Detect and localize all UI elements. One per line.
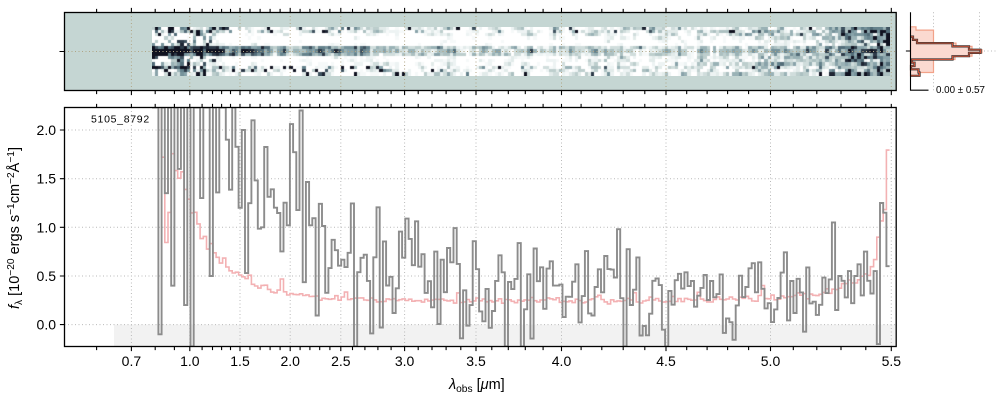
- svg-text:5105_8792: 5105_8792: [91, 114, 150, 126]
- svg-text:λobs [μm]: λobs [μm]: [448, 377, 505, 395]
- svg-text:4.0: 4.0: [552, 353, 572, 369]
- svg-text:0.00 ± 0.57: 0.00 ± 0.57: [936, 85, 985, 96]
- svg-text:4.5: 4.5: [656, 353, 676, 369]
- svg-text:fλ [10−20 ergs s−1cm−2Å−1]: fλ [10−20 ergs s−1cm−2Å−1]: [6, 147, 25, 309]
- svg-text:3.0: 3.0: [395, 353, 415, 369]
- svg-text:5.5: 5.5: [882, 353, 902, 369]
- svg-text:1.0: 1.0: [37, 219, 57, 235]
- svg-text:1.5: 1.5: [37, 171, 57, 187]
- svg-text:5.0: 5.0: [761, 353, 781, 369]
- svg-text:0.7: 0.7: [122, 353, 142, 369]
- svg-text:0.5: 0.5: [37, 268, 57, 284]
- svg-text:3.5: 3.5: [466, 353, 486, 369]
- svg-text:1.5: 1.5: [230, 353, 250, 369]
- svg-text:2.0: 2.0: [37, 122, 57, 138]
- svg-text:2.0: 2.0: [280, 353, 300, 369]
- svg-text:1.0: 1.0: [180, 353, 200, 369]
- svg-text:0.0: 0.0: [37, 317, 57, 333]
- svg-text:2.5: 2.5: [331, 353, 351, 369]
